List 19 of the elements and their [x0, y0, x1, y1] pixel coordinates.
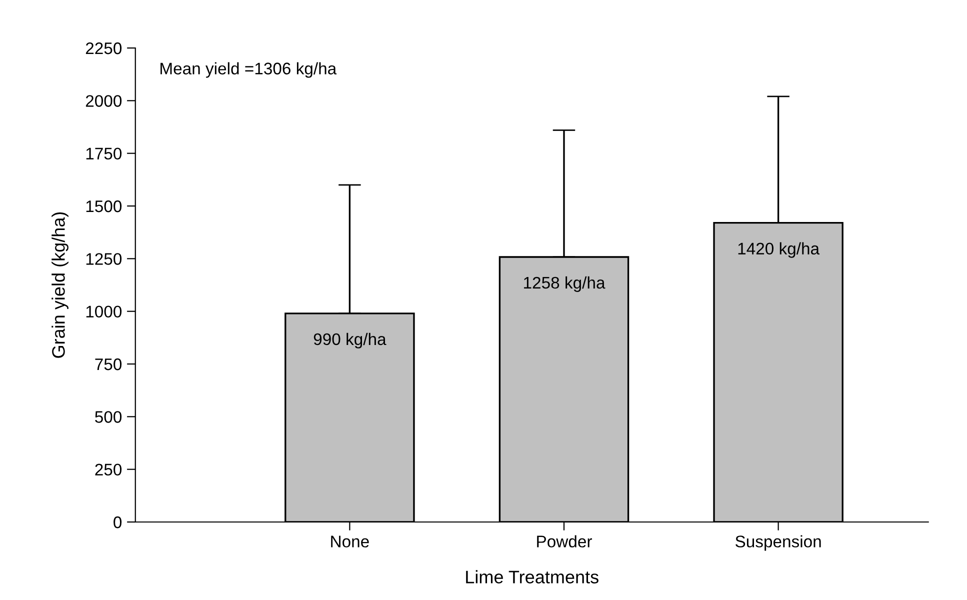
y-tick-label: 1250	[86, 253, 122, 265]
data-label: 1420 kg/ha	[738, 242, 820, 258]
data-label: 990 kg/ha	[314, 332, 386, 348]
y-axis-title: Grain yield (kg/ha)	[52, 212, 68, 358]
y-tick-label: 1750	[86, 148, 122, 160]
y-tick-label: 1000	[86, 306, 122, 318]
x-axis-title: Lime Treatments	[466, 570, 598, 584]
x-tick-label: Powder	[537, 535, 592, 548]
y-tick-label: 1500	[86, 200, 122, 212]
y-tick-label: 2000	[86, 95, 122, 107]
y-tick-label: 250	[95, 464, 122, 476]
y-tick-label: 500	[95, 411, 122, 423]
y-tick-label: 750	[95, 358, 122, 370]
annotation: Mean yield =1306 kg/ha	[160, 62, 337, 78]
y-tick-label: 2250	[86, 42, 122, 54]
x-tick-label: None	[331, 536, 369, 548]
data-label: 1258 kg/ha	[524, 276, 606, 292]
y-tick-label: 0	[114, 516, 122, 528]
x-tick-label: Suspension	[736, 535, 821, 551]
